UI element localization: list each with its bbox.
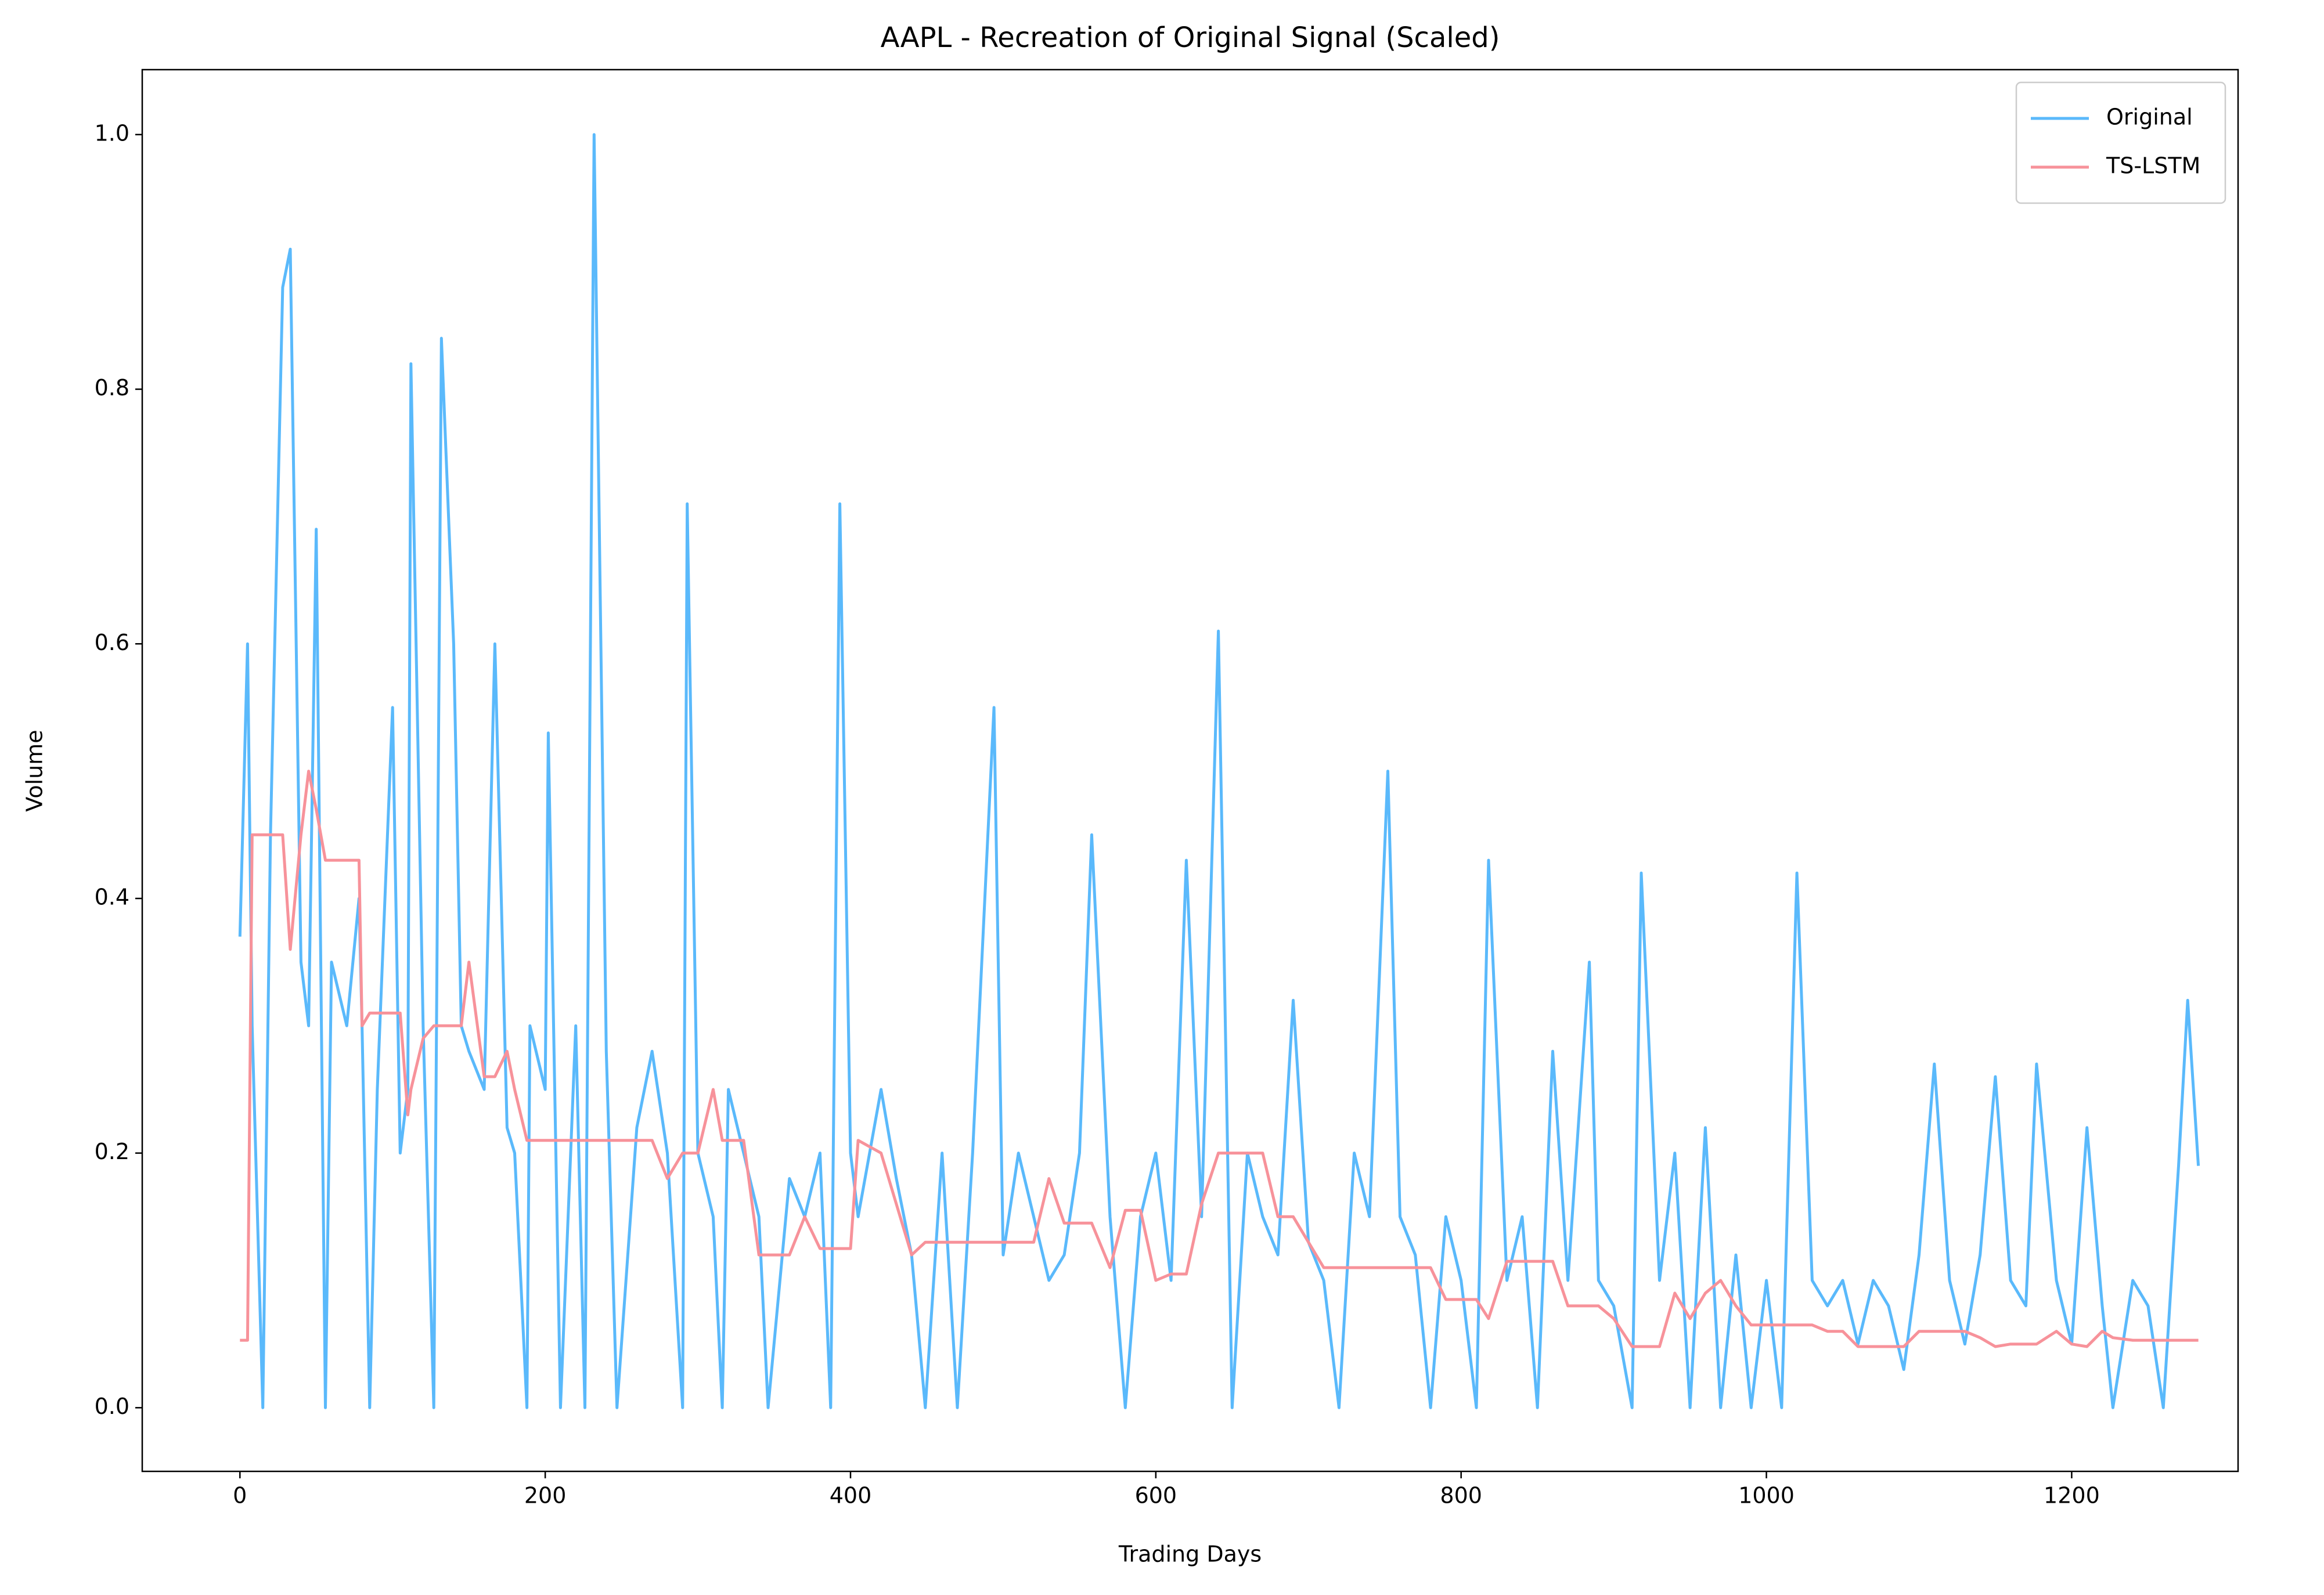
y-tick-label: 0.6 xyxy=(95,630,129,655)
y-tick-label: 1.0 xyxy=(95,120,129,146)
legend-label: TS-LSTM xyxy=(2106,153,2200,179)
x-tick-label: 400 xyxy=(830,1483,872,1509)
legend-label: Original xyxy=(2106,104,2193,130)
y-tick-label: 0.8 xyxy=(95,375,129,400)
chart-title: AAPL - Recreation of Original Signal (Sc… xyxy=(881,21,1500,54)
x-tick-label: 800 xyxy=(1440,1483,1482,1509)
series-line xyxy=(240,770,2199,1348)
y-tick-label: 0.0 xyxy=(95,1394,129,1419)
x-axis-label: Trading Days xyxy=(1118,1542,1262,1567)
x-tick-label: 600 xyxy=(1135,1483,1177,1509)
plot-area xyxy=(238,133,2200,1409)
y-tick-label: 0.2 xyxy=(95,1139,129,1164)
x-tick-label: 1200 xyxy=(2044,1483,2100,1509)
y-tick-label: 0.4 xyxy=(95,884,129,910)
legend-box xyxy=(2015,81,2226,204)
x-tick-label: 0 xyxy=(233,1483,247,1509)
y-axis-label: Volume xyxy=(22,730,48,811)
series-line xyxy=(238,133,2200,1409)
axes-frame xyxy=(141,68,2239,1473)
x-tick-label: 1000 xyxy=(1738,1483,1795,1509)
x-tick-label: 200 xyxy=(524,1483,567,1509)
